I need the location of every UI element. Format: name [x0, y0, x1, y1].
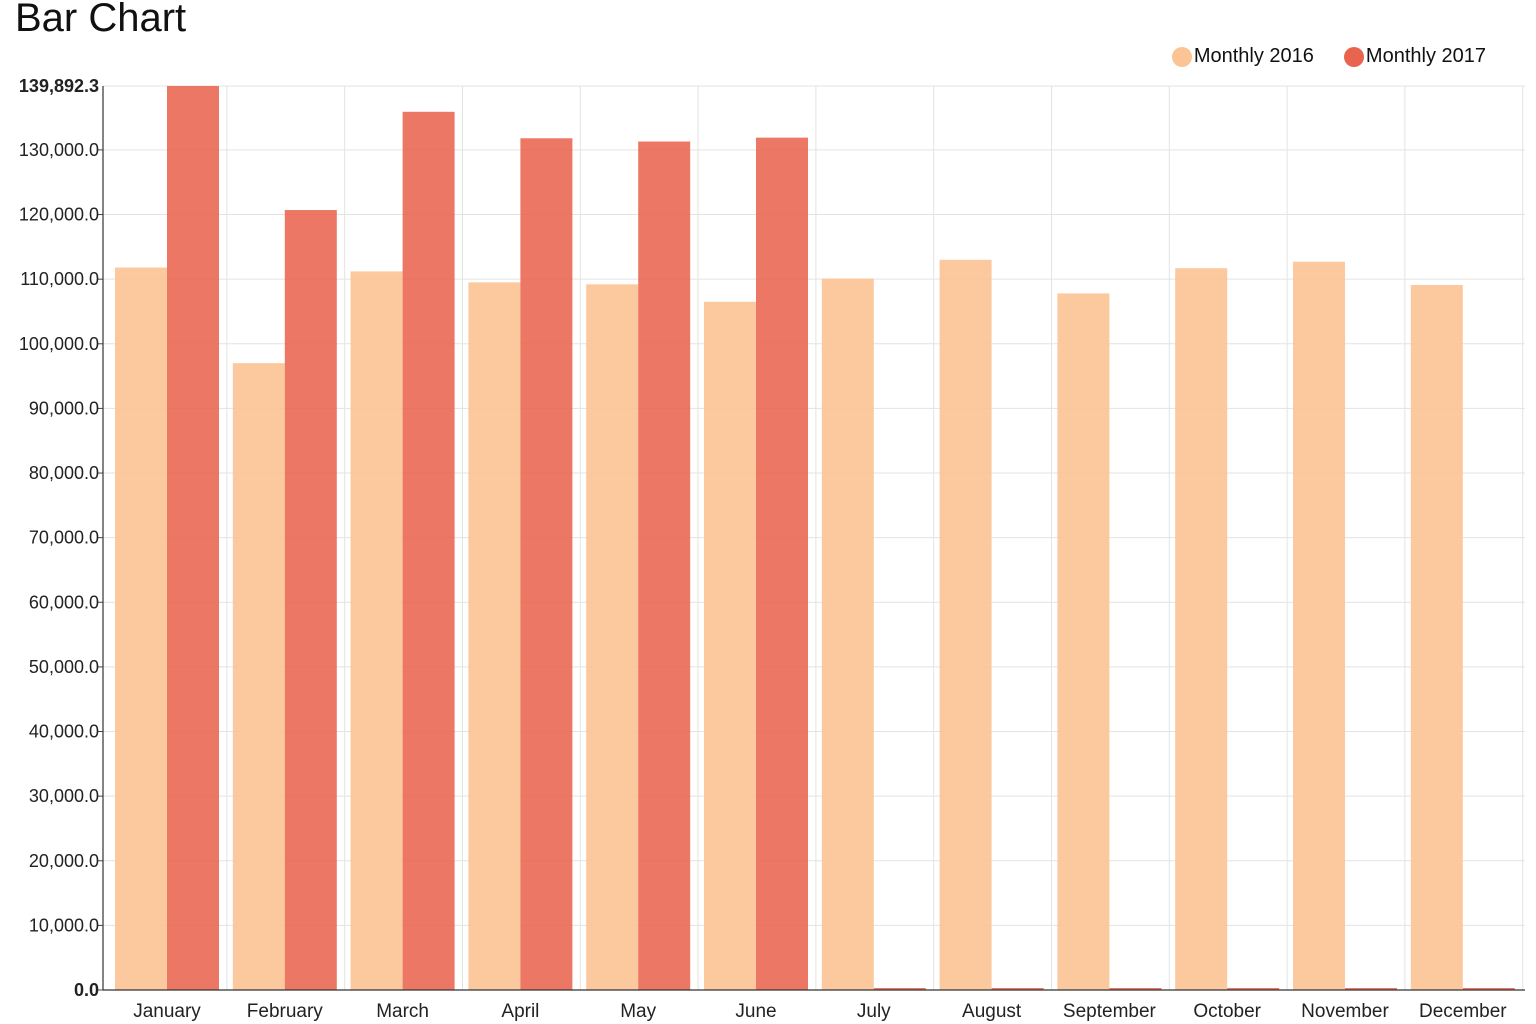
bar-2017-february[interactable] [284, 210, 337, 990]
bar-2017-september[interactable] [1109, 988, 1162, 990]
legend-label-2017: Monthly 2017 [1365, 45, 1486, 67]
bar-2017-may[interactable] [638, 141, 691, 991]
bar-2017-march[interactable] [402, 111, 455, 990]
y-tick-label: 20,000.0 [29, 851, 99, 871]
x-tick-label: April [501, 1001, 539, 1022]
bar-2016-april[interactable] [468, 282, 521, 990]
y-tick-label: 80,000.0 [29, 463, 99, 483]
y-tick-label: 110,000.0 [20, 269, 99, 289]
chart-title: Bar Chart [15, 0, 187, 40]
bar-2016-july[interactable] [821, 278, 874, 990]
y-tick-label: 30,000.0 [29, 786, 99, 806]
legend-item-2016[interactable]: Monthly 2016 [1171, 45, 1314, 68]
x-tick-label: August [962, 1001, 1022, 1022]
y-max-label: 139,892.3 [19, 76, 99, 96]
x-tick-label: December [1419, 1001, 1507, 1022]
y-tick-label: 70,000.0 [29, 528, 99, 548]
bar-2016-june[interactable] [704, 301, 756, 990]
legend-swatch-2017 [1343, 46, 1364, 67]
bar-2017-april[interactable] [520, 138, 573, 991]
bar-2016-december[interactable] [1410, 284, 1463, 990]
axes: 0.0 10,000.0 20,000.0 30,000.0 40,000.0 50,00… [19, 76, 1525, 1022]
x-tick-label: March [376, 1001, 429, 1022]
y-tick-label: 120,000.0 [19, 205, 99, 225]
bar-2016-november[interactable] [1293, 261, 1345, 991]
bar-2017-january[interactable] [167, 86, 219, 990]
bar-2017-june[interactable] [756, 137, 808, 990]
bar-2016-january[interactable] [115, 267, 167, 990]
x-tick-label: November [1301, 1001, 1389, 1022]
legend-item-2017[interactable]: Monthly 2017 [1343, 45, 1486, 68]
x-tick-label: July [857, 1001, 891, 1022]
x-tick-label: January [133, 1001, 201, 1022]
bars [115, 86, 1515, 991]
bar-2017-december[interactable] [1462, 988, 1515, 990]
legend: Monthly 2016 Monthly 2017 [1171, 45, 1486, 68]
y-tick-label: 60,000.0 [29, 592, 99, 612]
y-tick-label: 50,000.0 [29, 657, 99, 677]
x-tick-label: October [1193, 1001, 1261, 1022]
legend-swatch-2016 [1171, 46, 1192, 67]
bar-2016-october[interactable] [1175, 268, 1228, 990]
legend-label-2016: Monthly 2016 [1193, 45, 1314, 67]
y-tick-label: 130,000.0 [19, 140, 99, 160]
bar-2017-august[interactable] [991, 988, 1044, 990]
x-tick-label: May [620, 1001, 656, 1022]
bar-2017-july[interactable] [873, 988, 926, 990]
bar-2016-february[interactable] [232, 363, 285, 990]
y-tick-label: 10,000.0 [29, 915, 99, 935]
bar-2016-september[interactable] [1057, 293, 1110, 990]
y-tick-label: 100,000.0 [19, 334, 99, 354]
bar-2016-march[interactable] [350, 271, 403, 990]
y-tick-label: 90,000.0 [29, 398, 99, 418]
x-tick-label: February [247, 1001, 324, 1022]
y-tick-label: 0.0 [74, 980, 99, 1000]
y-tick-label: 40,000.0 [29, 722, 99, 742]
bar-2016-august[interactable] [939, 259, 992, 990]
x-tick-label: September [1063, 1001, 1157, 1022]
x-tick-label: June [735, 1001, 776, 1022]
bar-2017-november[interactable] [1345, 988, 1397, 990]
bar-2016-may[interactable] [586, 284, 639, 990]
bar-2017-october[interactable] [1227, 988, 1280, 990]
